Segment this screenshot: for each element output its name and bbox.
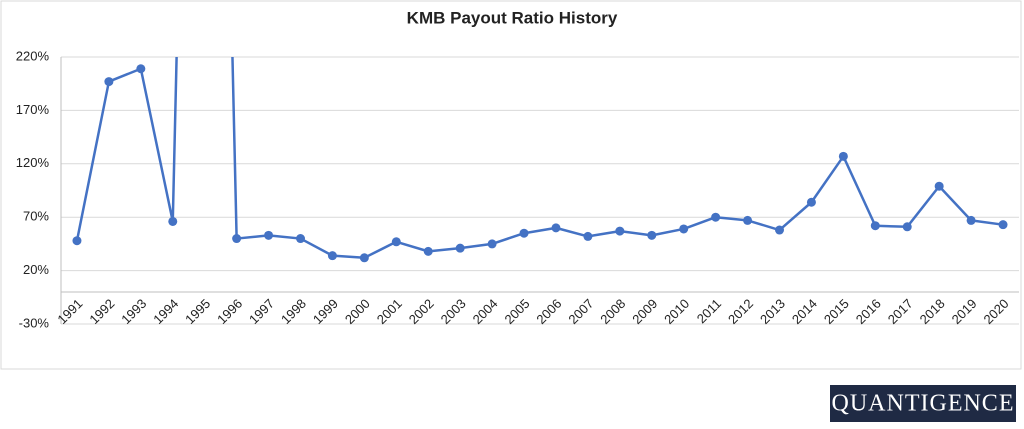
data-point — [775, 225, 784, 235]
chart-border — [0, 0, 1022, 370]
data-point — [806, 197, 816, 207]
x-tick-label: 2009 — [629, 296, 660, 327]
logo-box — [830, 385, 1016, 422]
x-tick-label: 2010 — [661, 296, 692, 327]
x-tick-label: 2019 — [949, 296, 980, 327]
data-point — [519, 228, 529, 238]
y-tick-label: 170% — [16, 102, 50, 117]
y-tick-label: 20% — [23, 262, 49, 277]
data-point — [966, 215, 976, 225]
x-tick-label: 2001 — [374, 296, 405, 327]
x-tick-label: 2012 — [725, 296, 756, 327]
data-point — [232, 234, 242, 244]
data-point — [487, 239, 497, 249]
x-tick-label: 2018 — [917, 296, 948, 327]
data-point — [902, 222, 912, 232]
data-point — [615, 226, 625, 236]
data-point — [391, 237, 401, 247]
data-point — [104, 77, 114, 87]
x-tick-label: 2003 — [438, 296, 469, 327]
x-tick-label: 2008 — [597, 296, 628, 327]
data-point — [711, 212, 721, 222]
y-tick-label: -30% — [19, 315, 50, 330]
x-tick-label: 2017 — [885, 296, 916, 327]
data-point — [264, 230, 274, 240]
y-tick-label: 220% — [16, 48, 50, 63]
x-tick-label: 1997 — [246, 296, 277, 327]
data-point — [583, 231, 593, 241]
data-point — [423, 246, 433, 256]
x-tick-label: 2004 — [470, 296, 501, 327]
chart-title: KMB Payout Ratio History — [407, 8, 618, 27]
data-point — [359, 253, 369, 263]
x-tick-label: 2015 — [821, 296, 852, 327]
data-point — [998, 220, 1008, 230]
series-line — [75, 57, 1004, 260]
data-point — [743, 215, 753, 225]
logo: QUANTIGENCE — [832, 391, 1015, 417]
x-tick-label: 2016 — [853, 296, 884, 327]
x-tick-label: 1992 — [86, 296, 117, 327]
x-tick-label: 1991 — [54, 296, 85, 327]
x-tick-label: 1993 — [118, 296, 149, 327]
data-point — [679, 224, 689, 234]
x-tick-label: 1998 — [278, 296, 309, 327]
data-point — [455, 243, 465, 253]
x-tick-label: 1999 — [310, 296, 341, 327]
x-tick-label: 2000 — [342, 296, 373, 327]
x-tick-label: 2013 — [757, 296, 788, 327]
data-point — [934, 181, 944, 191]
y-tick-label: 120% — [16, 155, 50, 170]
data-point — [136, 64, 146, 74]
data-point — [296, 234, 305, 244]
data-point — [838, 151, 848, 161]
x-tick-label: 2006 — [533, 296, 564, 327]
data-point — [327, 251, 337, 261]
x-tick-label: 2002 — [406, 296, 437, 327]
data-point — [647, 230, 657, 240]
x-tick-label: 1994 — [150, 296, 181, 327]
x-tick-label: 2011 — [694, 296, 724, 326]
y-tick-label: 70% — [23, 209, 49, 224]
x-tick-label: 1995 — [182, 296, 213, 327]
x-tick-label: 2005 — [502, 296, 533, 327]
x-tick-label: 2014 — [789, 296, 820, 327]
data-point — [72, 236, 82, 246]
data-point — [551, 223, 561, 233]
data-point — [168, 216, 178, 226]
data-point — [870, 221, 880, 231]
x-tick-label: 2020 — [981, 296, 1012, 327]
x-tick-label: 2007 — [565, 296, 596, 327]
x-tick-label: 1996 — [214, 296, 245, 327]
